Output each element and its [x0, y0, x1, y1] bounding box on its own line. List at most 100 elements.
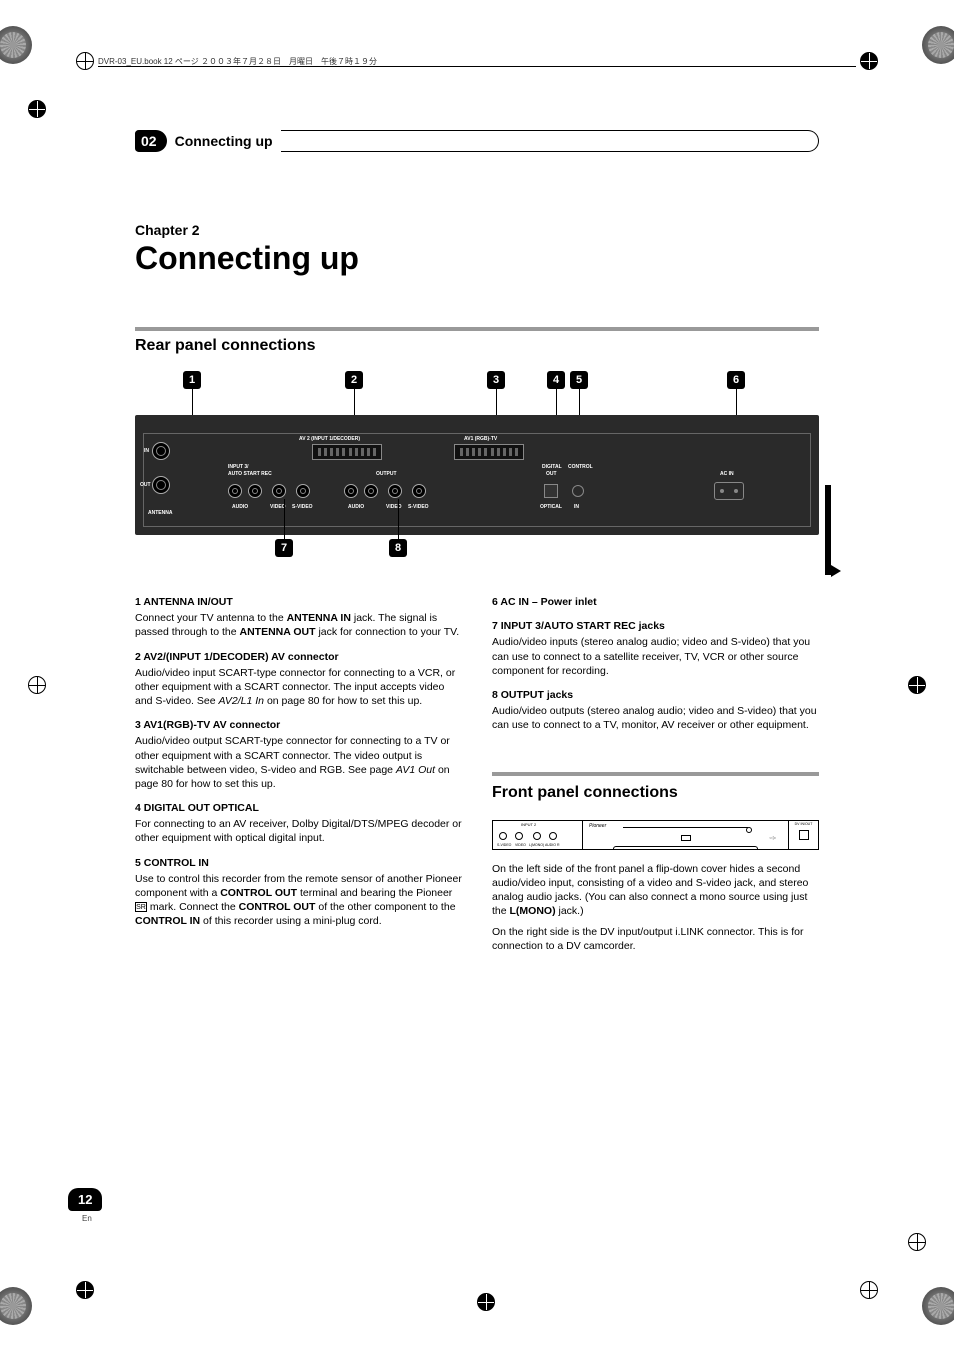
- label-fp-svideo: S-VIDEO: [497, 843, 511, 848]
- crop-ornament: [0, 1287, 32, 1325]
- chapter-tab-title: Connecting up: [175, 133, 273, 149]
- description-columns: 1 ANTENNA IN/OUT Connect your TV antenna…: [135, 595, 819, 955]
- knob-icon: [746, 827, 752, 833]
- label-audio: AUDIO: [232, 504, 248, 510]
- callout-5: 5: [570, 371, 588, 389]
- callout-7: 7: [275, 539, 293, 557]
- chapter-title: Connecting up: [135, 240, 819, 277]
- output-video: [388, 484, 402, 498]
- antenna-out-jack: [152, 476, 170, 494]
- power-cord: [825, 485, 831, 575]
- front-panel-diagram: INPUT 2 S-VIDEO VIDEO L(MONO) AUDIO R Pi…: [492, 820, 819, 850]
- display-line: [623, 827, 748, 828]
- callout-4: 4: [547, 371, 565, 389]
- front-panel-section: Front panel connections INPUT 2 S-VIDEO …: [492, 772, 819, 953]
- registration-mark: [477, 1293, 495, 1311]
- label-fp-video: VIDEO: [515, 843, 526, 848]
- output-audio-r: [344, 484, 358, 498]
- label-in2: IN: [574, 504, 579, 510]
- output-svideo: [412, 484, 426, 498]
- tab-rule: [281, 130, 819, 152]
- item3-head: 3 AV1(RGB)-TV AV connector: [135, 718, 462, 732]
- input3-video: [272, 484, 286, 498]
- item8-head: 8 OUTPUT jacks: [492, 688, 819, 702]
- fp-audio-l-jack: [533, 832, 541, 840]
- chapter-number-badge: 02: [135, 130, 167, 152]
- label-fp-lmono: L(MONO) AUDIO R: [529, 843, 560, 848]
- front-text-1: On the left side of the front panel a fl…: [492, 862, 819, 919]
- scart-av1: [454, 444, 524, 460]
- label-svideo2: S-VIDEO: [408, 504, 429, 510]
- item1-head: 1 ANTENNA IN/OUT: [135, 595, 462, 609]
- control-in-jack: [572, 485, 584, 497]
- fp-video-jack: [515, 832, 523, 840]
- callout-8: 8: [389, 539, 407, 557]
- dv-jack: [799, 830, 809, 840]
- output-audio-l: [364, 484, 378, 498]
- label-out2: OUT: [546, 471, 557, 477]
- item2-body: Audio/video input SCART-type connector f…: [135, 666, 462, 709]
- open-icon: ○ ▷: [769, 835, 776, 840]
- ac-in-socket: [714, 482, 744, 500]
- label-av1: AV1 (RGB)-TV: [464, 436, 497, 442]
- label-acin: AC IN: [720, 471, 734, 477]
- page-content: 02 Connecting up Chapter 2 Connecting up…: [135, 130, 819, 955]
- input3-svideo: [296, 484, 310, 498]
- label-video2: VIDEO: [386, 504, 402, 510]
- registration-mark: [908, 1233, 926, 1251]
- registration-mark: [860, 52, 878, 70]
- input3-audio-r: [228, 484, 242, 498]
- label-antenna: ANTENNA: [148, 510, 172, 516]
- registration-mark: [908, 676, 926, 694]
- label-input3: INPUT 3/: [228, 464, 249, 470]
- crop-ornament: [922, 1287, 954, 1325]
- section-divider: [135, 327, 819, 331]
- scart-av2: [312, 444, 382, 460]
- right-column: 6 AC IN – Power inlet 7 INPUT 3/AUTO STA…: [492, 595, 819, 955]
- front-text-2: On the right side is the DV input/output…: [492, 925, 819, 953]
- item7-head: 7 INPUT 3/AUTO START REC jacks: [492, 619, 819, 633]
- label-output: OUTPUT: [376, 471, 397, 477]
- panel-inner: IN OUT ANTENNA AV 2 (INPUT 1/DECODER) AV…: [143, 433, 811, 527]
- item5-head: 5 CONTROL IN: [135, 856, 462, 870]
- item7-body: Audio/video inputs (stereo analog audio;…: [492, 635, 819, 678]
- chapter-label: Chapter 2: [135, 222, 819, 238]
- foot: [613, 846, 758, 849]
- item4-body: For connecting to an AV receiver, Dolby …: [135, 817, 462, 845]
- label-control: CONTROL: [568, 464, 593, 470]
- item6-head: 6 AC IN – Power inlet: [492, 595, 819, 609]
- item3-body: Audio/video output SCART-type connector …: [135, 734, 462, 791]
- rear-panel-diagram: IN OUT ANTENNA AV 2 (INPUT 1/DECODER) AV…: [135, 415, 819, 535]
- label-dv: DV IN/OUT: [795, 822, 813, 827]
- tray-icon: [681, 835, 691, 841]
- label-av2: AV 2 (INPUT 1/DECODER): [299, 436, 360, 442]
- label-out: OUT: [140, 482, 151, 488]
- callout-2: 2: [345, 371, 363, 389]
- front-panel-left: INPUT 2 S-VIDEO VIDEO L(MONO) AUDIO R: [493, 821, 583, 849]
- input3-audio-l: [248, 484, 262, 498]
- registration-mark: [28, 100, 46, 118]
- label-in: IN: [144, 448, 149, 454]
- callout-3: 3: [487, 371, 505, 389]
- callout-6: 6: [727, 371, 745, 389]
- registration-mark: [76, 52, 94, 70]
- chapter-tab: 02 Connecting up: [135, 130, 819, 152]
- label-audio2: AUDIO: [348, 504, 364, 510]
- item2-head: 2 AV2/(INPUT 1/DECODER) AV connector: [135, 650, 462, 664]
- section-title-front: Front panel connections: [492, 782, 819, 804]
- optical-jack: [544, 484, 558, 498]
- label-optical: OPTICAL: [540, 504, 562, 510]
- pioneer-mark-icon: SR: [135, 902, 147, 912]
- front-panel-mid: Pioneer ○ ▷: [583, 821, 788, 849]
- label-pioneer: Pioneer: [589, 823, 606, 830]
- item4-head: 4 DIGITAL OUT OPTICAL: [135, 801, 462, 815]
- callout-line: [398, 499, 399, 539]
- item5-body: Use to control this recorder from the re…: [135, 872, 462, 929]
- crop-ornament: [922, 26, 954, 64]
- header-rule: [98, 66, 856, 67]
- registration-mark: [76, 1281, 94, 1299]
- callout-1: 1: [183, 371, 201, 389]
- section-divider: [492, 772, 819, 776]
- registration-mark: [860, 1281, 878, 1299]
- label-svideo: S-VIDEO: [292, 504, 313, 510]
